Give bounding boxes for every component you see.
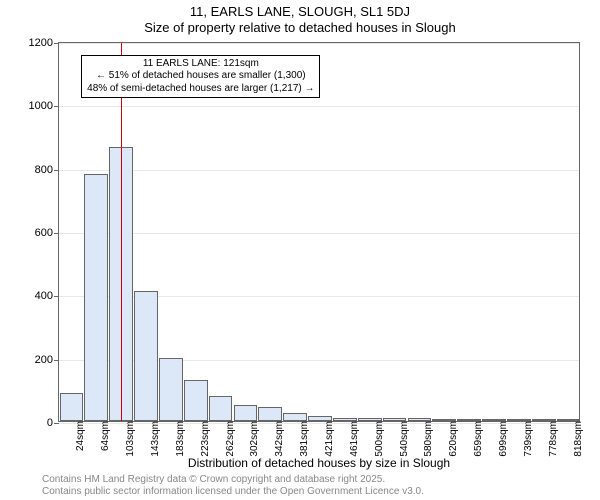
- histogram-bar: [258, 407, 282, 421]
- x-tick-label: 183sqm: [171, 421, 186, 457]
- y-tick-label: 0: [47, 417, 59, 429]
- x-tick-label: 818sqm: [569, 421, 584, 457]
- x-tick-label: 262sqm: [221, 421, 236, 457]
- histogram-bar: [134, 291, 158, 421]
- histogram-bar: [283, 413, 307, 421]
- y-tick-label: 800: [35, 164, 59, 176]
- y-tick-label: 600: [35, 227, 59, 239]
- x-tick-label: 302sqm: [245, 421, 260, 457]
- property-marker-line: [121, 43, 122, 421]
- footer-attribution-2: Contains public sector information licen…: [42, 486, 424, 497]
- x-tick-label: 24sqm: [71, 421, 86, 451]
- x-tick-label: 461sqm: [345, 421, 360, 457]
- chart-title-address: 11, EARLS LANE, SLOUGH, SL1 5DJ: [0, 4, 600, 19]
- annot-line1: 11 EARLS LANE: 121sqm: [87, 58, 314, 71]
- histogram-bar: [60, 393, 84, 422]
- y-gridline: [59, 106, 579, 107]
- x-tick-label: 659sqm: [469, 421, 484, 457]
- y-gridline: [59, 233, 579, 234]
- y-tick-label: 200: [35, 354, 59, 366]
- x-tick-label: 500sqm: [370, 421, 385, 457]
- x-tick-label: 64sqm: [96, 421, 111, 451]
- x-tick-label: 580sqm: [419, 421, 434, 457]
- y-tick-label: 400: [35, 290, 59, 302]
- histogram-bar: [234, 405, 258, 421]
- plot-area: 02004006008001000120024sqm64sqm103sqm143…: [58, 42, 580, 422]
- x-tick-label: 342sqm: [270, 421, 285, 457]
- y-tick-label: 1000: [29, 100, 59, 112]
- property-histogram: 11, EARLS LANE, SLOUGH, SL1 5DJ Size of …: [0, 0, 600, 500]
- histogram-bar: [184, 380, 208, 421]
- annot-line2: ← 51% of detached houses are smaller (1,…: [87, 70, 314, 83]
- y-gridline: [59, 43, 579, 44]
- x-tick-label: 421sqm: [320, 421, 335, 457]
- x-axis-label: Distribution of detached houses by size …: [58, 456, 580, 470]
- x-tick-label: 620sqm: [444, 421, 459, 457]
- x-tick-label: 778sqm: [544, 421, 559, 457]
- annot-line3: 48% of semi-detached houses are larger (…: [87, 83, 314, 96]
- x-tick-label: 739sqm: [519, 421, 534, 457]
- x-tick-label: 699sqm: [494, 421, 509, 457]
- y-tick-label: 1200: [29, 37, 59, 49]
- chart-title-desc: Size of property relative to detached ho…: [0, 20, 600, 35]
- x-tick-label: 223sqm: [196, 421, 211, 457]
- histogram-bar: [159, 358, 183, 421]
- histogram-bar: [84, 174, 108, 421]
- x-tick-label: 143sqm: [146, 421, 161, 457]
- y-gridline: [59, 170, 579, 171]
- x-tick-label: 540sqm: [395, 421, 410, 457]
- x-tick-label: 381sqm: [295, 421, 310, 457]
- histogram-bar: [209, 396, 233, 421]
- annotation-box: 11 EARLS LANE: 121sqm← 51% of detached h…: [81, 55, 320, 99]
- footer-attribution-1: Contains HM Land Registry data © Crown c…: [42, 474, 385, 485]
- x-tick-label: 103sqm: [121, 421, 136, 457]
